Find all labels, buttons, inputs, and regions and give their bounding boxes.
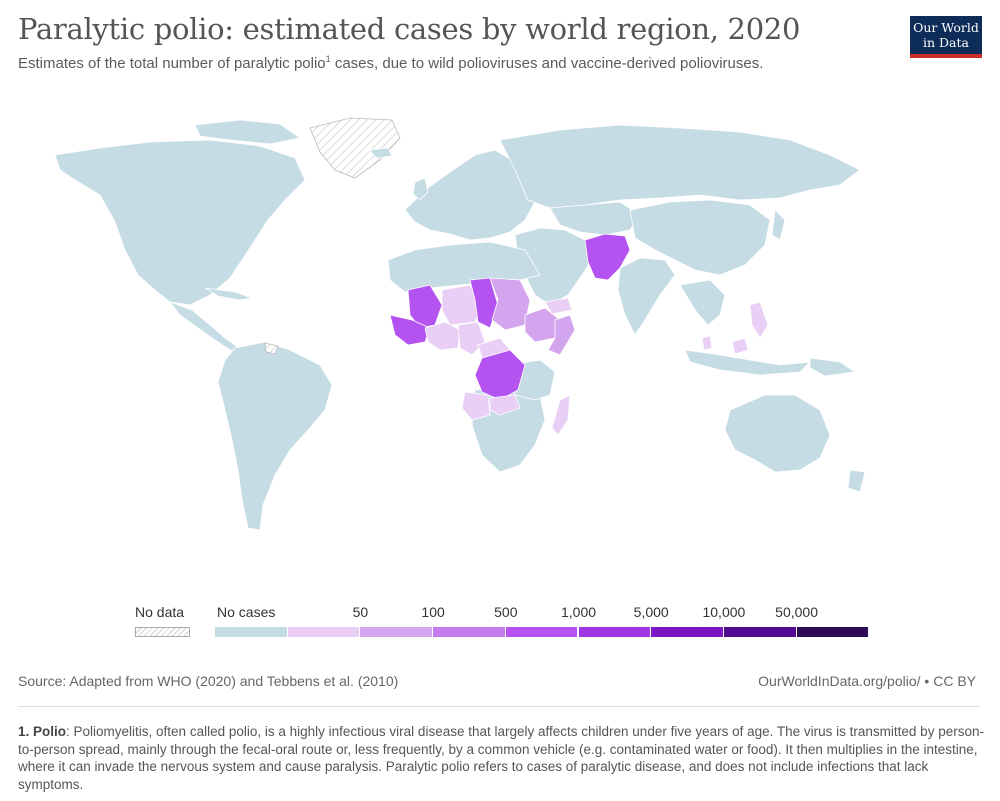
legend-bin[interactable] — [578, 627, 651, 637]
legend-label: 1,000 — [560, 604, 597, 620]
region-central-asia[interactable] — [549, 201, 641, 236]
legend-bin[interactable] — [287, 627, 360, 637]
region-south-america[interactable] — [217, 341, 333, 531]
legend-label: 100 — [421, 604, 445, 620]
region-central-america[interactable] — [168, 301, 244, 353]
divider — [18, 706, 980, 707]
region-russia[interactable] — [499, 124, 861, 209]
region-west-africa-coast[interactable] — [389, 314, 431, 346]
region-caribbean[interactable] — [204, 287, 253, 301]
owid-logo[interactable]: Our World in Data — [910, 16, 982, 58]
legend-bin[interactable] — [723, 627, 796, 637]
region-iceland[interactable] — [369, 147, 393, 159]
subtitle-text-end: cases, due to wild polioviruses and vacc… — [330, 55, 764, 72]
region-new-zealand[interactable] — [847, 469, 866, 493]
legend-no-data-label: No data — [135, 604, 185, 620]
region-malaysia[interactable] — [701, 335, 713, 351]
region-philippines[interactable] — [749, 301, 769, 339]
region-dr-congo[interactable] — [474, 349, 526, 401]
source-url[interactable]: OurWorldInData.org/polio/ • CC BY — [758, 673, 976, 689]
legend-bin[interactable] — [433, 627, 505, 637]
legend-bin[interactable] — [215, 627, 287, 637]
region-somalia[interactable] — [547, 314, 576, 356]
footnote: 1. Polio: Poliomyelitis, often called po… — [18, 723, 984, 793]
legend-label: 50,000 — [775, 604, 819, 620]
region-borneo-east[interactable] — [731, 337, 749, 355]
legend-bin[interactable] — [360, 627, 433, 637]
region-china[interactable] — [629, 199, 771, 276]
map-legend: No data No cases 50 100 500 1,000 5,000 10,000… — [0, 600, 1000, 645]
region-japan[interactable] — [771, 209, 786, 241]
legend-label: 10,000 — [702, 604, 746, 620]
logo-line1: Our World — [913, 20, 979, 35]
region-australia[interactable] — [724, 394, 831, 473]
region-north-america[interactable] — [54, 139, 306, 306]
region-india[interactable] — [617, 257, 676, 336]
chart-subtitle: Estimates of the total number of paralyt… — [18, 54, 763, 72]
region-canada-islands[interactable] — [194, 119, 301, 145]
legend-bin[interactable] — [505, 627, 578, 637]
region-europe[interactable] — [404, 149, 536, 241]
region-uk[interactable] — [412, 177, 429, 201]
region-madagascar[interactable] — [551, 394, 571, 436]
source-note[interactable]: Source: Adapted from WHO (2020) and Tebb… — [18, 673, 399, 689]
legend-no-data-swatch[interactable] — [135, 627, 190, 637]
region-papua[interactable] — [809, 357, 857, 377]
legend-bin[interactable] — [796, 627, 869, 637]
footnote-text: : Poliomyelitis, often called polio, is … — [18, 724, 984, 792]
region-zambia[interactable] — [489, 394, 521, 416]
legend-label: 5,000 — [633, 604, 669, 620]
chart-title: Paralytic polio: estimated cases by worl… — [18, 12, 801, 46]
region-burkina-ghana[interactable] — [424, 321, 461, 351]
legend-label: 50 — [352, 604, 369, 620]
region-french-guiana[interactable] — [264, 342, 279, 355]
region-angola[interactable] — [461, 391, 491, 421]
legend-arrow-icon — [857, 627, 864, 637]
region-indonesia[interactable] — [684, 349, 812, 376]
logo-line2: in Data — [923, 35, 969, 50]
legend-bin[interactable] — [651, 627, 723, 637]
legend-label: No cases — [217, 604, 276, 620]
region-niger[interactable] — [441, 284, 483, 326]
region-southeast-asia[interactable] — [679, 279, 726, 326]
footnote-term: 1. Polio — [18, 724, 67, 739]
world-map[interactable] — [20, 110, 890, 550]
footnote-marker[interactable]: 1 — [325, 54, 331, 64]
legend-label: 500 — [494, 604, 518, 620]
region-greenland[interactable] — [309, 117, 401, 179]
region-sudan[interactable] — [489, 277, 531, 331]
subtitle-text: Estimates of the total number of paralyt… — [18, 55, 326, 72]
region-yemen[interactable] — [544, 297, 573, 315]
